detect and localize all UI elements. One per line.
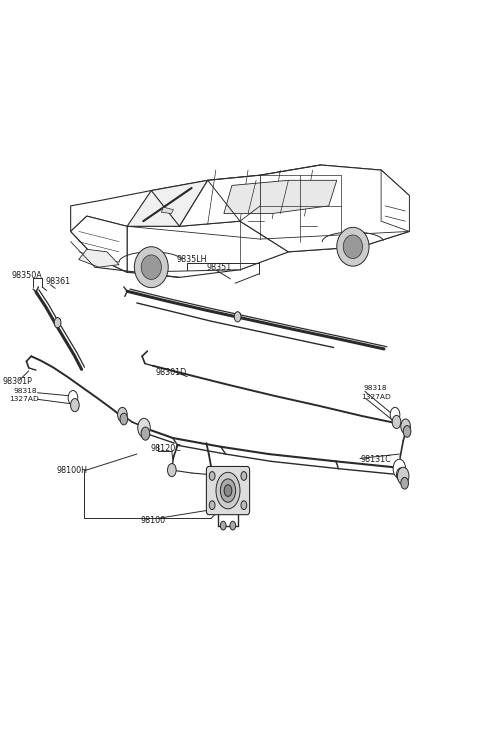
Circle shape (141, 427, 150, 440)
Polygon shape (71, 216, 288, 272)
Polygon shape (381, 170, 409, 231)
Circle shape (392, 415, 401, 429)
Circle shape (220, 521, 226, 530)
Circle shape (401, 477, 408, 489)
Text: 9835LH: 9835LH (177, 255, 207, 264)
Circle shape (220, 479, 236, 502)
Text: 98350A: 98350A (12, 271, 43, 280)
Circle shape (396, 468, 405, 481)
Circle shape (403, 426, 411, 437)
Circle shape (234, 312, 241, 322)
Polygon shape (127, 180, 208, 226)
Polygon shape (79, 250, 119, 267)
Polygon shape (180, 165, 409, 252)
Circle shape (393, 459, 406, 478)
Circle shape (209, 472, 215, 480)
Ellipse shape (141, 255, 161, 280)
Ellipse shape (343, 235, 362, 258)
Text: 98318: 98318 (364, 385, 387, 391)
Polygon shape (161, 207, 173, 213)
Circle shape (224, 485, 232, 496)
Circle shape (54, 318, 61, 328)
Circle shape (397, 467, 409, 485)
Text: 1327AD: 1327AD (10, 396, 39, 402)
Polygon shape (71, 216, 127, 272)
Circle shape (216, 472, 240, 509)
Circle shape (71, 399, 79, 412)
Text: 98100H: 98100H (57, 466, 88, 474)
Circle shape (241, 472, 247, 480)
Text: 98120C: 98120C (150, 444, 181, 453)
Text: 98301D: 98301D (155, 368, 186, 377)
Ellipse shape (337, 227, 369, 266)
Text: 1327AD: 1327AD (361, 394, 391, 400)
Text: 98361: 98361 (46, 277, 71, 286)
Circle shape (230, 521, 236, 530)
Circle shape (209, 501, 215, 510)
Text: 98100: 98100 (141, 516, 166, 525)
Circle shape (68, 391, 78, 405)
Ellipse shape (134, 247, 168, 288)
Text: 98301P: 98301P (2, 377, 32, 386)
Text: 98351: 98351 (206, 264, 232, 272)
Circle shape (390, 407, 400, 422)
Circle shape (401, 419, 410, 434)
Polygon shape (71, 165, 409, 277)
Circle shape (118, 407, 127, 422)
Text: 98318: 98318 (13, 388, 37, 393)
Circle shape (120, 413, 128, 425)
Circle shape (138, 418, 150, 437)
FancyBboxPatch shape (206, 466, 250, 515)
Text: 98131C: 98131C (361, 456, 392, 464)
Circle shape (168, 464, 176, 477)
Circle shape (241, 501, 247, 510)
Polygon shape (224, 180, 337, 213)
